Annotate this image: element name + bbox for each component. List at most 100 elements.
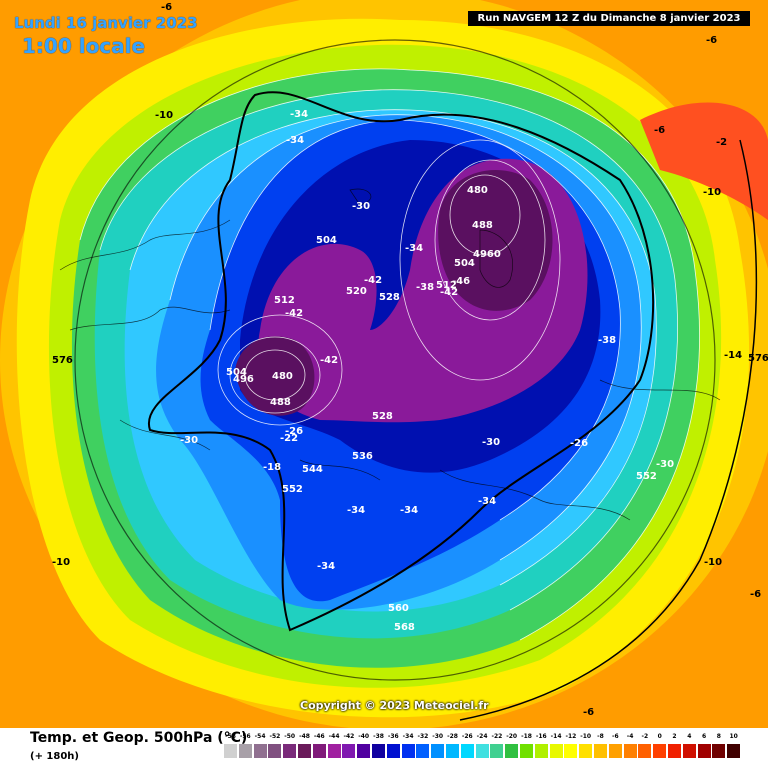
temp-label: -6 bbox=[583, 707, 594, 718]
legend-swatch bbox=[342, 744, 356, 758]
legend-cell: -6 bbox=[608, 732, 622, 762]
temp-label: -42 bbox=[440, 287, 458, 298]
legend-cell: -24 bbox=[475, 732, 489, 762]
legend-cell: -58 bbox=[224, 732, 237, 762]
legend-value: -30 bbox=[432, 733, 444, 740]
legend-cell: 8 bbox=[712, 732, 726, 762]
temperature-geopotential-map: -34 -34 -30 -34 -42 -38 -46 -42 -42 -42 … bbox=[0, 0, 768, 728]
geop-label: 504 bbox=[226, 367, 247, 378]
geop-label: 560 bbox=[388, 603, 409, 614]
legend-swatch bbox=[653, 744, 667, 758]
temp-label: -46 bbox=[452, 276, 470, 287]
temp-label: -26 bbox=[285, 426, 303, 437]
legend-swatch bbox=[253, 744, 267, 758]
forecast-date: Lundi 16 janvier 2023 bbox=[14, 14, 198, 32]
temp-label: -34 bbox=[290, 109, 308, 120]
legend-cell: 0 bbox=[653, 732, 667, 762]
temp-label: -34 bbox=[317, 561, 335, 572]
geop-label: 480 bbox=[467, 185, 488, 196]
geop-label: 528 bbox=[372, 411, 393, 422]
legend-swatch bbox=[460, 744, 474, 758]
geop-label: 488 bbox=[270, 397, 291, 408]
temp-label: -6 bbox=[161, 2, 172, 13]
legend-swatch bbox=[534, 744, 548, 758]
legend-swatch bbox=[594, 744, 607, 758]
geop-label: 544 bbox=[302, 464, 323, 475]
legend-cell: -2 bbox=[638, 732, 652, 762]
geopotential-contours bbox=[79, 68, 700, 641]
temp-label: -10 bbox=[52, 557, 70, 568]
coastlines bbox=[59, 188, 721, 521]
temp-label: -10 bbox=[703, 187, 721, 198]
geop-label: 512 bbox=[436, 280, 457, 291]
legend-swatch bbox=[727, 744, 741, 758]
temp-label: -42 bbox=[364, 275, 382, 286]
legend-value: -26 bbox=[461, 733, 473, 740]
temp-label: -34 bbox=[405, 243, 423, 254]
legend-value: 8 bbox=[716, 733, 721, 740]
legend-value: -2 bbox=[641, 733, 649, 740]
legend-value: 4 bbox=[687, 733, 692, 740]
legend-swatch bbox=[312, 744, 326, 758]
legend-swatch bbox=[623, 744, 637, 758]
isotherm-minus-30 bbox=[147, 91, 655, 632]
legend-cell: 10 bbox=[727, 732, 741, 762]
legend-value: -6 bbox=[611, 733, 619, 740]
legend-value: -48 bbox=[299, 733, 310, 740]
geop-label: 496 bbox=[233, 374, 254, 385]
legend-swatch bbox=[357, 744, 371, 758]
legend-cell: 4 bbox=[682, 732, 696, 762]
legend-cell: -20 bbox=[505, 732, 519, 762]
legend-swatch bbox=[372, 744, 385, 758]
legend-swatch bbox=[268, 744, 282, 758]
isotherm-minus-10 bbox=[459, 139, 758, 721]
parameter-label: Temp. et Geop. 500hPa (°C) bbox=[30, 730, 248, 746]
model-run-info: Run NAVGEM 12 Z du Dimanche 8 janvier 20… bbox=[468, 11, 750, 26]
geopotential-labels: 480 488 4960 504 504 512 520 528 512 528… bbox=[52, 185, 768, 633]
temp-label: -10 bbox=[155, 110, 173, 121]
temp-label: -14 bbox=[724, 350, 742, 361]
legend-value: -36 bbox=[387, 733, 399, 740]
temp-label: -6 bbox=[706, 35, 717, 46]
temp-label: -22 bbox=[280, 433, 298, 444]
legend-swatch bbox=[475, 744, 489, 758]
geop-label: 576 bbox=[748, 353, 768, 364]
legend-value: 2 bbox=[672, 733, 677, 740]
geop-label: 552 bbox=[636, 471, 657, 482]
legend-swatch bbox=[238, 744, 252, 758]
legend-cell: 2 bbox=[668, 732, 681, 762]
legend-value: -46 bbox=[313, 733, 325, 740]
legend-swatch bbox=[697, 744, 711, 758]
temp-label: -10 bbox=[704, 557, 722, 568]
temp-label: -6 bbox=[654, 125, 665, 136]
legend-value: 0 bbox=[657, 733, 662, 740]
legend-cell: -34 bbox=[401, 732, 415, 762]
legend-swatch bbox=[668, 744, 681, 758]
legend-cell: -42 bbox=[342, 732, 356, 762]
legend-swatch bbox=[283, 744, 297, 758]
hot-zone-east bbox=[640, 102, 768, 220]
geop-label: 552 bbox=[282, 484, 303, 495]
temp-label: -30 bbox=[352, 201, 370, 212]
forecast-time: 1:00 locale bbox=[22, 34, 146, 58]
legend-swatch bbox=[682, 744, 696, 758]
legend-swatch bbox=[549, 744, 563, 758]
legend-value: -40 bbox=[358, 733, 370, 740]
latitude-circle bbox=[74, 39, 716, 681]
legend-swatch bbox=[520, 744, 533, 758]
legend-swatch bbox=[564, 744, 578, 758]
legend-value: -28 bbox=[447, 733, 458, 740]
geop-label: 520 bbox=[346, 286, 367, 297]
legend-cell: -44 bbox=[327, 732, 341, 762]
legend-cell: -4 bbox=[623, 732, 637, 762]
temp-label: -42 bbox=[285, 308, 303, 319]
temp-label: -30 bbox=[180, 435, 198, 446]
lead-time-label: (+ 180h) bbox=[30, 751, 79, 762]
legend-value: -14 bbox=[550, 733, 562, 740]
temp-label: -6 bbox=[750, 589, 761, 600]
legend-value: 6 bbox=[702, 733, 707, 740]
legend-swatch bbox=[224, 744, 237, 758]
legend-cell: -40 bbox=[357, 732, 371, 762]
geop-label: 512 bbox=[274, 295, 295, 306]
legend-value: -42 bbox=[343, 733, 355, 740]
